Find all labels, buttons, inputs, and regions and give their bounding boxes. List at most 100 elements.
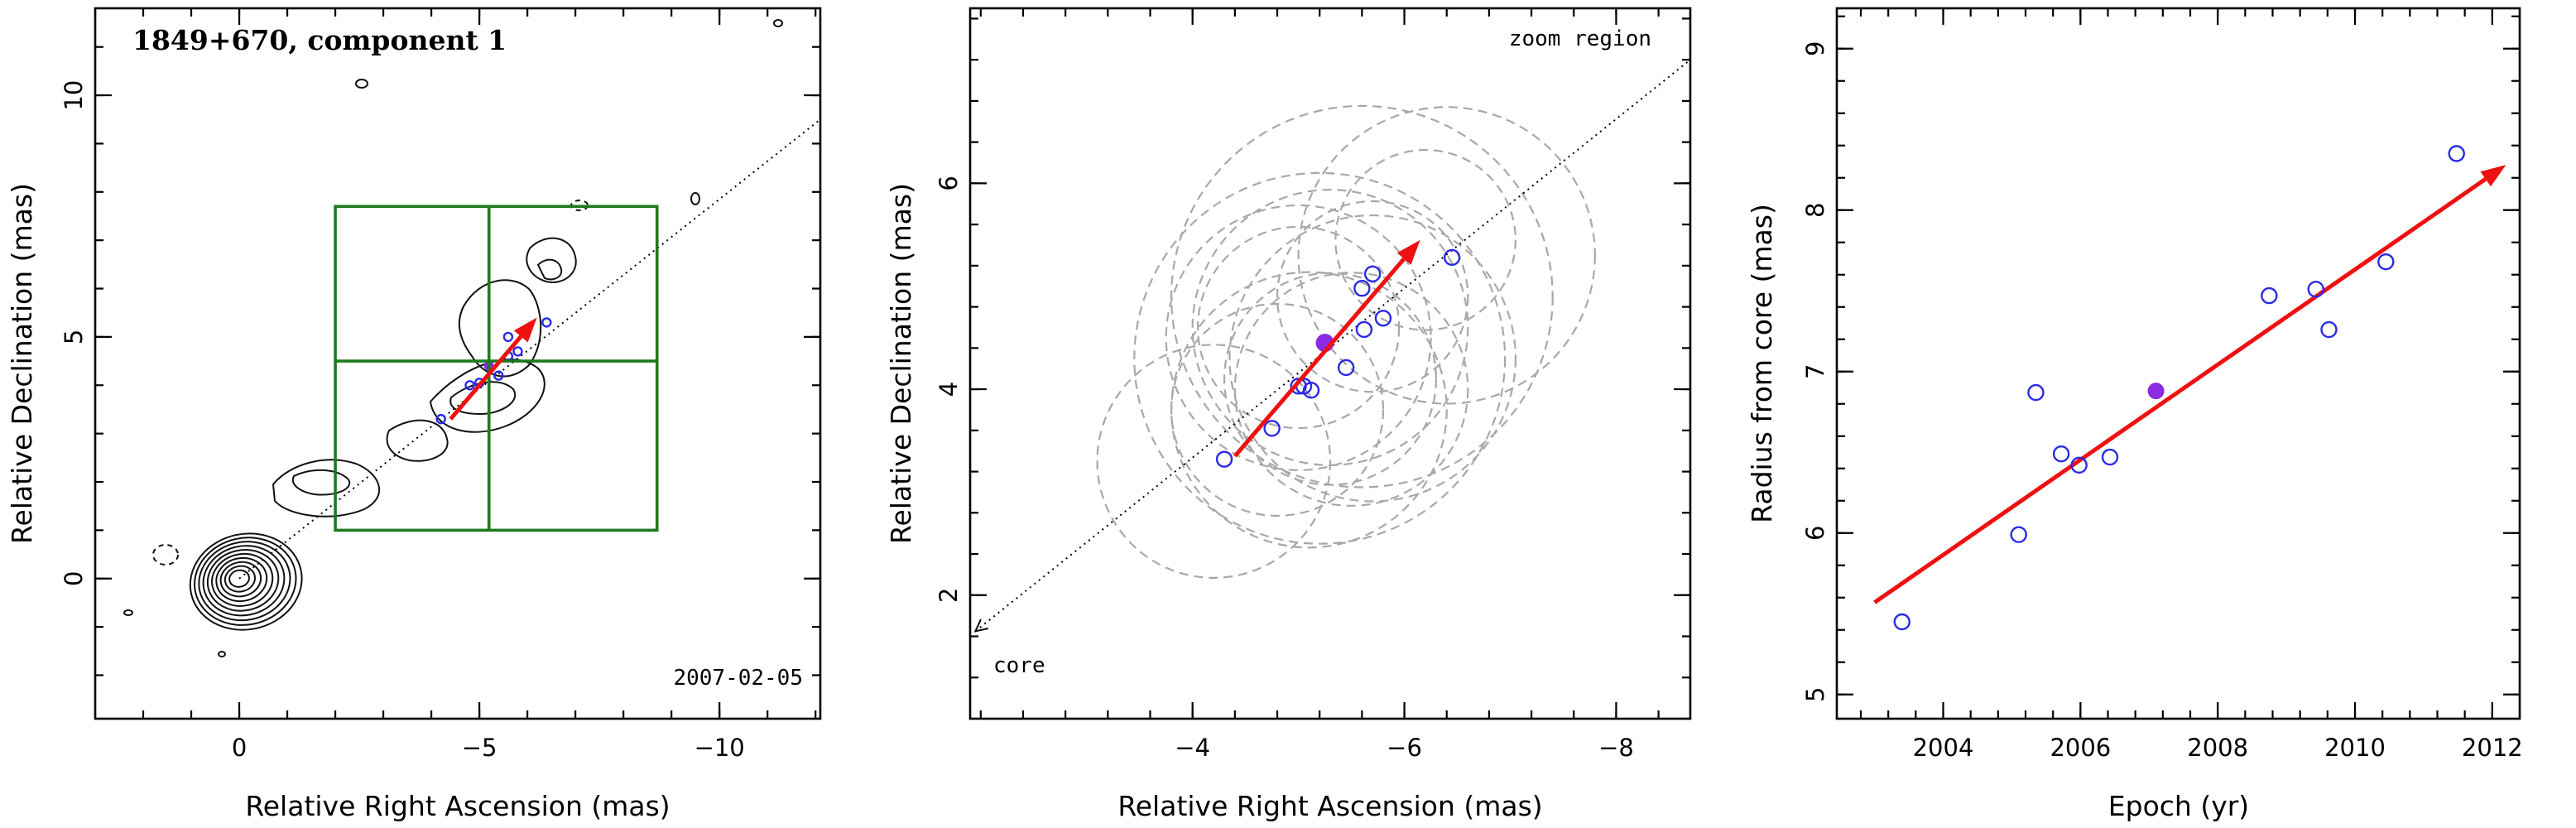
panel-3-frame	[1835, 7, 2521, 720]
panel-1-title: 1849+670, component 1	[132, 24, 507, 56]
core-contour	[202, 545, 286, 617]
isolated-contour	[690, 192, 700, 205]
epoch-radius-point	[2377, 253, 2395, 271]
fit-arrow-shaft	[1233, 257, 1406, 458]
model-component-circle	[1196, 225, 1401, 430]
component-position-point	[1443, 248, 1461, 267]
component-point	[502, 331, 514, 343]
fit-arrow-head	[513, 317, 537, 343]
component-position-point	[1355, 320, 1373, 339]
component-point	[435, 413, 446, 425]
jet-contour	[536, 258, 563, 281]
core-contour	[219, 561, 262, 598]
fit-arrow-shaft	[449, 335, 523, 421]
y-tick-label: 0	[60, 571, 88, 586]
model-component-circle	[1228, 214, 1516, 503]
x-tick-label: 0	[232, 734, 247, 762]
panel-2: −4 −6 −8 2 4 6 zoom region core Relative Righ…	[885, 7, 1692, 822]
model-component-circle	[1223, 272, 1438, 486]
epoch-radius-point	[2027, 383, 2045, 402]
panel-2-xlabel: Relative Right Ascension (mas)	[1117, 790, 1542, 822]
x-tick-label: −8	[1598, 734, 1634, 762]
reference-epoch-point	[2147, 383, 2165, 400]
x-tick-label: 2006	[2050, 734, 2111, 762]
jet-contour	[429, 359, 545, 433]
panel-1-xlabel: Relative Right Ascension (mas)	[245, 790, 670, 822]
model-component-circle	[1297, 106, 1596, 405]
model-component-circle	[1233, 272, 1469, 507]
panel-2-ylabel: Relative Declination (mas)	[885, 183, 917, 544]
x-tick-label: 2010	[2324, 734, 2386, 762]
panel-2-frame	[968, 7, 1692, 720]
component-position-point	[1374, 310, 1392, 327]
isolated-contour	[123, 609, 133, 616]
epoch-radius-point	[2070, 456, 2088, 474]
fit-arrow-head	[1396, 239, 1420, 265]
y-tick-label: 9	[1801, 41, 1829, 56]
component-point	[493, 370, 504, 381]
core-label: core	[993, 653, 1045, 678]
panel-3-plot-area	[1873, 145, 2506, 631]
core-contour	[228, 569, 250, 588]
panel-1-frame	[94, 7, 822, 720]
zoom-region-label: zoom region	[1509, 26, 1651, 51]
isolated-contour	[218, 651, 226, 657]
component-position-point	[1353, 280, 1371, 297]
component-position-point	[1215, 450, 1233, 468]
y-tick-label: 2	[935, 588, 963, 603]
core-contour	[215, 556, 268, 603]
y-tick-label: 10	[60, 80, 88, 111]
jet-contour	[526, 237, 577, 283]
panel-1-ylabel: Relative Declination (mas)	[6, 183, 38, 544]
y-tick-label: 5	[1801, 687, 1829, 702]
component-position-point	[1302, 382, 1320, 399]
model-component-circle	[1096, 344, 1332, 579]
x-tick-label: −6	[1387, 734, 1422, 762]
epoch-radius-point	[2010, 526, 2027, 543]
y-tick-label: 5	[60, 330, 88, 344]
x-tick-label: −5	[462, 734, 497, 762]
epoch-radius-point	[1893, 613, 1910, 631]
zoom-region-box	[334, 205, 659, 532]
x-tick-label: 2012	[2462, 734, 2523, 762]
panel-1-plot-area	[123, 19, 820, 657]
panel-3-ylabel: Radius from core (mas)	[1746, 204, 1778, 523]
y-tick-label: 8	[1801, 203, 1829, 218]
model-component-circle	[1334, 148, 1516, 331]
component-point	[512, 346, 523, 357]
component-position-point	[1363, 265, 1382, 283]
epoch-radius-point	[2448, 145, 2465, 162]
component-position-point	[1263, 420, 1281, 437]
x-tick-label: −10	[694, 734, 745, 762]
core-contour	[206, 549, 280, 612]
y-tick-label: 4	[935, 382, 963, 397]
model-component-circle	[1165, 204, 1432, 471]
component-position-point	[1337, 359, 1355, 377]
panel-3-axes: 2004 2006 2008 2010 2012 5 6 7 8 9	[1801, 8, 2523, 762]
core-contour	[189, 532, 303, 631]
core-contour	[211, 552, 274, 607]
epoch-radius-point	[2261, 286, 2278, 305]
x-tick-label: 2004	[1913, 734, 1974, 762]
panel-1-date-annotation: 2007-02-05	[673, 666, 803, 691]
component-point	[464, 380, 475, 391]
epoch-radius-point	[2101, 448, 2119, 466]
y-tick-label: 7	[1801, 364, 1829, 379]
panel-3-xlabel: Epoch (yr)	[2108, 790, 2249, 822]
y-tick-label: 6	[1801, 526, 1829, 541]
x-tick-label: 2008	[2187, 734, 2248, 762]
epoch-radius-point	[2307, 281, 2324, 298]
y-tick-label: 6	[935, 176, 963, 190]
model-component-circle	[1170, 104, 1554, 489]
core-contour	[198, 541, 291, 622]
isolated-contour	[773, 19, 783, 27]
isolated-contour	[355, 79, 368, 89]
negative-contour	[152, 544, 179, 566]
x-tick-label: −4	[1175, 734, 1210, 762]
core-contour	[223, 565, 257, 593]
core-direction-arrowhead	[973, 619, 988, 633]
panel-2-plot-area	[973, 59, 1690, 633]
jet-axis-dotted-line	[238, 118, 820, 580]
jet-contour	[386, 419, 449, 462]
